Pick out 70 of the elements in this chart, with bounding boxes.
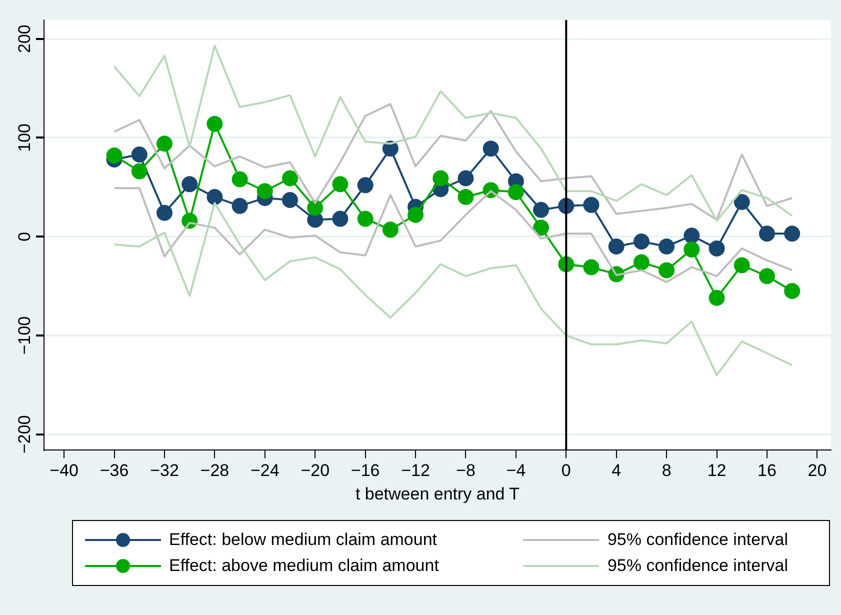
x-tick-label: −40 bbox=[50, 461, 79, 480]
legend-label: 95% confidence interval bbox=[607, 530, 788, 550]
x-axis-title: t between entry and T bbox=[355, 484, 520, 504]
point bbox=[658, 238, 675, 254]
x-tick-label: −28 bbox=[200, 461, 230, 480]
x-tick-label: 4 bbox=[612, 461, 622, 480]
point bbox=[708, 240, 725, 256]
y-tick-label: 100 bbox=[15, 124, 34, 152]
point bbox=[282, 192, 298, 208]
point bbox=[156, 204, 172, 221]
x-tick-label: 20 bbox=[808, 461, 827, 480]
point bbox=[182, 176, 198, 192]
point bbox=[206, 189, 223, 206]
point bbox=[658, 262, 675, 278]
point bbox=[758, 268, 775, 284]
point bbox=[206, 116, 223, 132]
point bbox=[357, 210, 374, 227]
point bbox=[131, 146, 148, 162]
point bbox=[232, 198, 248, 214]
y-tick-label: 200 bbox=[15, 24, 34, 53]
point bbox=[382, 222, 398, 238]
point bbox=[583, 259, 600, 276]
point bbox=[633, 234, 650, 250]
point bbox=[758, 226, 775, 242]
x-tick-label: −20 bbox=[300, 461, 330, 480]
point bbox=[482, 140, 499, 157]
legend-label: Effect: below medium claim amount bbox=[169, 530, 438, 550]
point bbox=[156, 136, 172, 152]
x-tick-label: 8 bbox=[662, 461, 672, 480]
point bbox=[684, 228, 700, 244]
x-tick-label: −12 bbox=[401, 461, 430, 480]
point bbox=[734, 194, 750, 210]
point bbox=[734, 257, 750, 274]
y-tick-label: 0 bbox=[15, 232, 34, 242]
point bbox=[282, 170, 298, 186]
point bbox=[458, 189, 474, 206]
x-tick-label: 16 bbox=[758, 461, 776, 480]
point bbox=[357, 177, 374, 194]
point bbox=[232, 171, 248, 188]
point bbox=[583, 196, 600, 213]
point bbox=[332, 210, 348, 227]
point bbox=[131, 163, 148, 180]
point bbox=[458, 170, 474, 186]
x-tick-label: −8 bbox=[456, 461, 476, 480]
x-tick-label: −4 bbox=[506, 461, 526, 480]
point bbox=[408, 206, 424, 223]
point bbox=[608, 238, 624, 254]
y-tick-label: −100 bbox=[15, 316, 34, 355]
point bbox=[432, 170, 449, 186]
point bbox=[307, 200, 324, 216]
legend-label: Effect: above medium claim amount bbox=[169, 556, 439, 576]
point bbox=[256, 183, 273, 200]
point bbox=[332, 176, 348, 192]
point bbox=[106, 147, 122, 164]
x-tick-label: −24 bbox=[250, 461, 280, 480]
x-tick-label: −36 bbox=[100, 461, 129, 480]
point bbox=[633, 254, 650, 270]
point bbox=[708, 290, 725, 306]
point bbox=[533, 220, 550, 236]
point bbox=[533, 202, 550, 218]
x-tick-label: −32 bbox=[150, 461, 179, 480]
legend-label: 95% confidence interval bbox=[607, 556, 788, 576]
point bbox=[508, 184, 524, 200]
x-tick-label: 12 bbox=[707, 461, 726, 480]
x-tick-label: 0 bbox=[561, 461, 571, 480]
y-tick-label: −200 bbox=[15, 415, 34, 454]
point bbox=[784, 282, 800, 299]
point bbox=[784, 226, 800, 242]
x-tick-label: −16 bbox=[350, 461, 380, 480]
point bbox=[684, 241, 700, 258]
